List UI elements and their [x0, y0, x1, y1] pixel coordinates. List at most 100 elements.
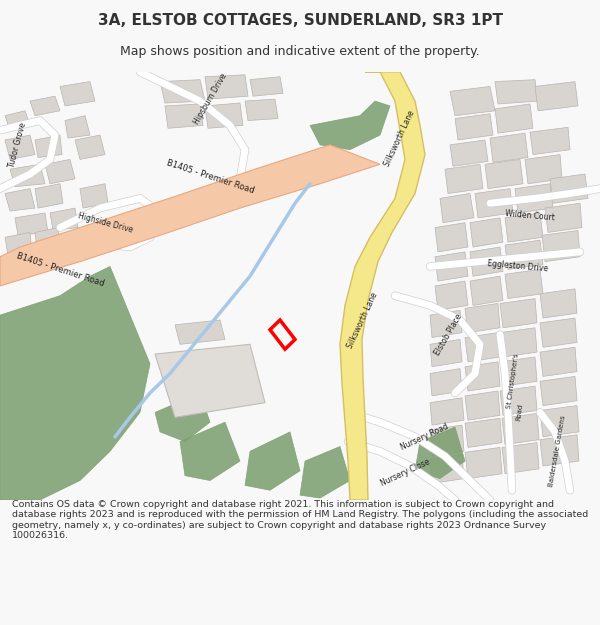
Polygon shape: [500, 328, 537, 357]
Polygon shape: [435, 281, 468, 310]
Polygon shape: [35, 184, 63, 208]
Polygon shape: [205, 103, 243, 128]
Polygon shape: [440, 194, 474, 222]
Polygon shape: [535, 82, 578, 111]
Polygon shape: [155, 344, 265, 418]
Polygon shape: [205, 75, 248, 99]
Polygon shape: [430, 454, 464, 484]
Polygon shape: [495, 79, 538, 104]
Polygon shape: [450, 86, 495, 116]
Polygon shape: [540, 318, 577, 348]
Polygon shape: [35, 228, 60, 250]
Polygon shape: [165, 104, 203, 128]
Polygon shape: [445, 164, 483, 194]
Polygon shape: [540, 289, 577, 318]
Polygon shape: [5, 135, 35, 159]
Polygon shape: [542, 231, 580, 262]
Polygon shape: [525, 154, 562, 184]
Polygon shape: [465, 332, 500, 362]
Text: Highside Drive: Highside Drive: [77, 211, 133, 234]
Polygon shape: [470, 276, 503, 306]
Text: Hipsburn Drive: Hipsburn Drive: [192, 72, 228, 126]
Text: Silksworth Lane: Silksworth Lane: [383, 109, 417, 168]
Polygon shape: [80, 184, 108, 208]
Polygon shape: [500, 299, 537, 328]
Text: Elstob Place: Elstob Place: [433, 312, 463, 357]
Polygon shape: [505, 269, 543, 299]
Polygon shape: [540, 348, 577, 376]
Polygon shape: [435, 252, 468, 281]
Polygon shape: [180, 422, 240, 481]
Polygon shape: [0, 145, 380, 286]
Polygon shape: [470, 247, 503, 276]
Polygon shape: [5, 111, 30, 130]
Polygon shape: [475, 189, 513, 218]
Polygon shape: [465, 391, 500, 420]
Polygon shape: [300, 446, 350, 498]
Polygon shape: [505, 240, 543, 269]
Polygon shape: [490, 133, 528, 162]
Polygon shape: [5, 189, 35, 211]
Text: Baldersdale Gardens: Baldersdale Gardens: [548, 415, 566, 488]
Text: Eggleston Drive: Eggleston Drive: [487, 259, 549, 274]
Polygon shape: [540, 376, 577, 406]
Polygon shape: [60, 82, 95, 106]
Polygon shape: [0, 266, 150, 500]
Polygon shape: [430, 339, 462, 367]
Polygon shape: [30, 96, 60, 116]
Polygon shape: [430, 369, 462, 396]
Polygon shape: [245, 99, 278, 121]
Text: Contains OS data © Crown copyright and database right 2021. This information is : Contains OS data © Crown copyright and d…: [12, 500, 588, 540]
Text: Map shows position and indicative extent of the property.: Map shows position and indicative extent…: [120, 45, 480, 58]
Polygon shape: [545, 203, 582, 232]
Polygon shape: [465, 418, 502, 447]
Polygon shape: [415, 427, 465, 479]
Polygon shape: [540, 435, 579, 466]
Text: Nursery Road: Nursery Road: [400, 422, 451, 452]
Polygon shape: [155, 393, 210, 442]
Polygon shape: [340, 72, 425, 500]
Polygon shape: [45, 159, 75, 184]
Polygon shape: [15, 213, 48, 236]
Text: B1405 - Premier Road: B1405 - Premier Road: [165, 159, 255, 196]
Polygon shape: [495, 104, 533, 133]
Polygon shape: [430, 310, 462, 338]
Text: Silksworth Lane: Silksworth Lane: [346, 291, 380, 349]
Polygon shape: [502, 442, 539, 474]
Polygon shape: [75, 135, 105, 159]
Polygon shape: [430, 398, 464, 425]
Polygon shape: [250, 77, 283, 96]
Text: Wilden Court: Wilden Court: [505, 209, 555, 222]
Polygon shape: [35, 135, 62, 158]
Polygon shape: [50, 208, 78, 231]
Polygon shape: [502, 413, 539, 444]
Polygon shape: [160, 79, 205, 103]
Polygon shape: [530, 127, 570, 154]
Polygon shape: [500, 357, 537, 386]
Polygon shape: [435, 222, 468, 252]
Polygon shape: [10, 164, 45, 187]
Polygon shape: [515, 184, 553, 213]
Polygon shape: [540, 406, 579, 437]
Text: 3A, ELSTOB COTTAGES, SUNDERLAND, SR3 1PT: 3A, ELSTOB COTTAGES, SUNDERLAND, SR3 1PT: [97, 12, 503, 28]
Polygon shape: [500, 386, 537, 416]
Polygon shape: [245, 432, 300, 490]
Text: Tudor Grove: Tudor Grove: [8, 121, 28, 168]
Polygon shape: [485, 159, 523, 189]
Text: Nursery Close: Nursery Close: [379, 458, 431, 488]
Polygon shape: [465, 448, 502, 479]
Text: Road: Road: [516, 404, 524, 421]
Text: St Christopher's: St Christopher's: [506, 353, 520, 409]
Polygon shape: [505, 213, 543, 242]
Polygon shape: [470, 218, 503, 247]
Polygon shape: [450, 140, 488, 166]
Polygon shape: [465, 362, 500, 391]
Polygon shape: [430, 425, 464, 456]
Polygon shape: [455, 114, 493, 140]
Polygon shape: [550, 174, 588, 203]
Polygon shape: [175, 320, 225, 344]
Polygon shape: [65, 116, 90, 138]
Polygon shape: [465, 304, 500, 332]
Polygon shape: [310, 101, 390, 150]
Text: B1405 - Premier Road: B1405 - Premier Road: [15, 251, 105, 288]
